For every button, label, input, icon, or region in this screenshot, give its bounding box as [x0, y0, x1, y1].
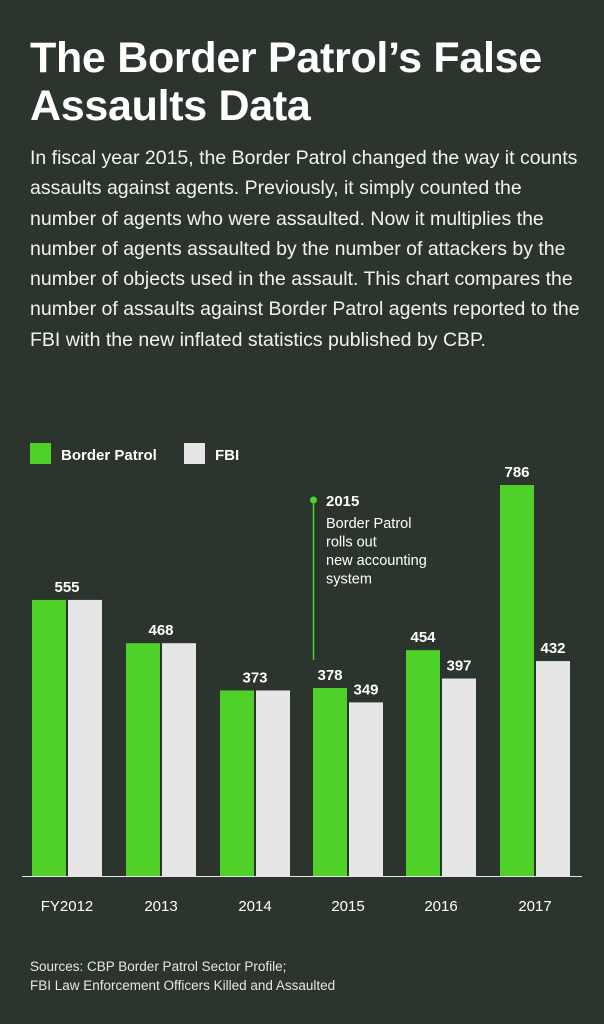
x-tick-label-fy2012: FY2012 [41, 898, 94, 915]
value-label-2014: 373 [242, 669, 267, 686]
legend-swatch-border-patrol [30, 443, 51, 464]
value-label-fbi-2017: 432 [540, 640, 565, 657]
annotation-line-3: new accounting [326, 553, 427, 569]
sources-line-2: FBI Law Enforcement Officers Killed and … [30, 978, 336, 993]
bar-border-patrol-2014 [220, 690, 254, 876]
bar-chart: Border Patrol FBI 555 FY2012 468 2013 373 2014 3… [22, 443, 582, 915]
x-tick-label-2017: 2017 [518, 898, 551, 915]
annotation-line-1: Border Patrol [326, 516, 411, 532]
value-label-fbi-2016: 397 [446, 658, 471, 675]
bar-border-patrol-2015 [313, 687, 347, 876]
bar-fbi-2013 [162, 643, 196, 876]
legend-swatch-fbi [184, 443, 205, 464]
value-label-border-patrol-2016: 454 [410, 629, 436, 646]
x-tick-label-2014: 2014 [238, 898, 271, 915]
x-tick-label-2015: 2015 [331, 898, 364, 915]
bar-fbi-2017 [536, 661, 570, 876]
annotation-dot [310, 496, 317, 504]
annotation-line-2: rolls out [326, 535, 377, 551]
value-label-2013: 468 [148, 622, 173, 639]
legend-label-fbi: FBI [215, 447, 239, 464]
sources-line-1: Sources: CBP Border Patrol Sector Profil… [30, 959, 287, 974]
chart-title: The Border Patrol’s False Assaults Data [30, 34, 542, 130]
bar-fbi-2015 [349, 702, 383, 876]
legend-label-border-patrol: Border Patrol [61, 447, 157, 464]
value-label-border-patrol-2015: 378 [317, 667, 342, 684]
value-label-fy2012: 555 [54, 579, 79, 596]
bar-border-patrol-2013 [126, 643, 160, 876]
value-label-border-patrol-2017: 786 [504, 464, 529, 481]
x-tick-label-2013: 2013 [144, 898, 177, 915]
bar-fbi-2016 [442, 678, 476, 876]
x-tick-label-2016: 2016 [424, 898, 457, 915]
chart-description: In fiscal year 2015, the Border Patrol c… [30, 147, 580, 351]
sources-note: Sources: CBP Border Patrol Sector Profil… [30, 957, 570, 995]
bar-fbi-fy2012 [68, 599, 102, 876]
value-label-fbi-2015: 349 [353, 681, 378, 698]
bar-border-patrol-fy2012 [32, 599, 66, 876]
annotation-line-4: system [326, 572, 372, 588]
annotation-heading: 2015 [326, 493, 359, 510]
bar-border-patrol-2017 [500, 485, 534, 876]
bar-border-patrol-2016 [406, 650, 440, 876]
bar-fbi-2014 [256, 690, 290, 876]
